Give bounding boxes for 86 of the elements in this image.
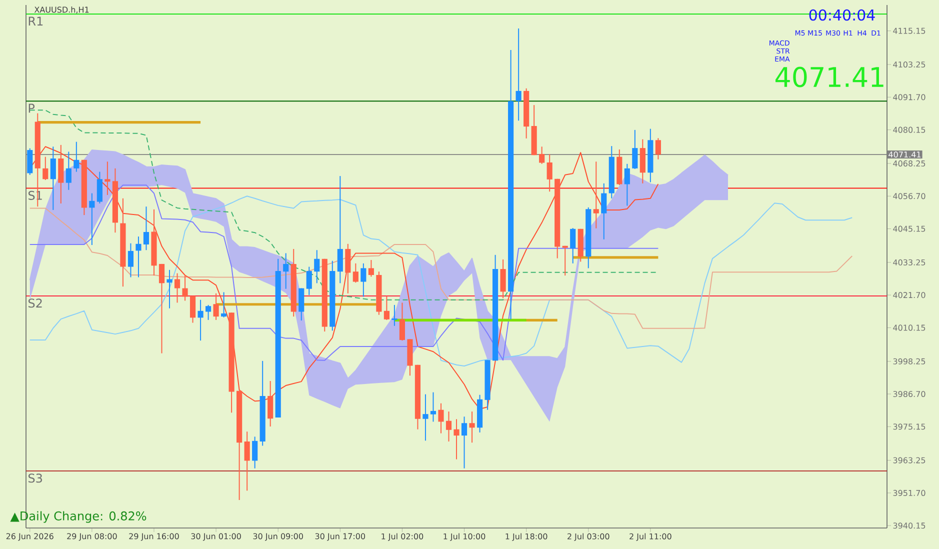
y-tick-label: 4045.15 [893, 226, 926, 232]
candlestick [96, 171, 102, 204]
ref-line-label: R1 [28, 16, 43, 26]
candlestick [74, 141, 80, 172]
candlestick [446, 411, 452, 442]
candlestick [384, 295, 390, 320]
y-tick-label: 4103.25 [893, 61, 926, 68]
candlestick [298, 288, 304, 321]
x-tick-label: 30 Jun 01:00 [191, 533, 241, 541]
ref-line-label: 4071.41 [888, 151, 921, 158]
candlestick [104, 161, 110, 196]
x-tick-label: 30 Jun 09:00 [253, 533, 303, 541]
candlestick [244, 431, 250, 492]
candlestick [252, 436, 258, 469]
candlestick [345, 243, 351, 294]
candlestick [182, 274, 188, 302]
x-tick-label: 29 Jun 08:00 [67, 533, 117, 541]
y-tick-label: 4021.70 [893, 292, 926, 298]
candlestick [438, 402, 444, 434]
candlestick [190, 295, 196, 324]
candlestick [166, 269, 172, 309]
candlestick [50, 146, 56, 210]
x-tick-label: 2 Jul 03:00 [568, 533, 610, 541]
candlestick [469, 411, 475, 444]
ref-line-label: S3 [28, 474, 42, 483]
candlestick [352, 262, 358, 284]
candlestick [42, 156, 48, 180]
x-tick-label: 1 Jul 18:00 [506, 533, 548, 541]
y-tick-label: 4091.70 [893, 94, 926, 100]
y-tick-label: 3975.15 [893, 424, 926, 430]
y-tick-label: 3998.25 [893, 358, 926, 364]
candlestick [89, 192, 95, 246]
candlestick [174, 272, 180, 304]
x-tick-label: 2 Jul 11:00 [630, 533, 672, 541]
candlestick [66, 151, 72, 190]
y-tick-label: 4033.25 [893, 259, 926, 266]
candlestick [461, 416, 468, 469]
ref-line-label: S2 [28, 298, 42, 308]
candlestick [205, 304, 212, 320]
y-tick-label: 3963.25 [893, 457, 926, 464]
candlestick [360, 262, 366, 298]
x-tick-label: 29 Jun 16:00 [129, 533, 179, 541]
x-tick-label: 30 Jun 17:00 [315, 533, 366, 541]
x-tick-label: 26 Jun 2026 [6, 533, 54, 541]
candlestick [213, 292, 219, 320]
candlestick [430, 392, 436, 422]
y-tick-label: 3986.70 [893, 390, 926, 398]
candlestick [268, 380, 274, 428]
candlestick [399, 302, 405, 342]
candlestick [392, 304, 398, 326]
candlestick [283, 252, 289, 290]
annotation: 4071.41 [776, 66, 884, 88]
y-tick-label: 4056.70 [893, 193, 926, 200]
candlestick [422, 394, 428, 442]
y-tick-label: 4010.15 [893, 324, 926, 331]
candlestick [368, 259, 374, 278]
y-tick-label: 4080.15 [893, 126, 926, 133]
candlestick [306, 266, 312, 296]
candlestick [593, 161, 599, 229]
candlestick [221, 292, 227, 318]
candlestick [632, 129, 638, 170]
candlestick [570, 228, 576, 264]
candlestick [158, 263, 165, 354]
candlestick [546, 154, 552, 192]
candlestick [562, 245, 568, 276]
y-tick-label: 4115.15 [893, 28, 926, 34]
candlestick [624, 163, 630, 206]
candlestick [128, 242, 134, 278]
candlestick [500, 258, 506, 299]
candlestick [601, 182, 607, 240]
candlestick [655, 138, 661, 160]
candlestick [27, 148, 33, 176]
candlestick [454, 418, 460, 460]
y-tick-label: 3940.15 [893, 522, 926, 529]
candlestick [337, 176, 343, 284]
candlestick [143, 206, 150, 251]
y-tick-label: 4068.25 [893, 160, 926, 166]
candlestick [314, 250, 320, 284]
candlestick [539, 146, 545, 164]
candlestick [198, 299, 204, 342]
chart-title: XAUUSD.h,H1 [34, 6, 89, 14]
y-tick-label: 3951.70 [893, 490, 926, 496]
x-tick-label: 1 Jul 02:00 [382, 533, 424, 541]
candlestick [516, 28, 522, 122]
x-tick-label: 1 Jul 10:00 [444, 533, 486, 541]
candlestick [136, 236, 142, 278]
